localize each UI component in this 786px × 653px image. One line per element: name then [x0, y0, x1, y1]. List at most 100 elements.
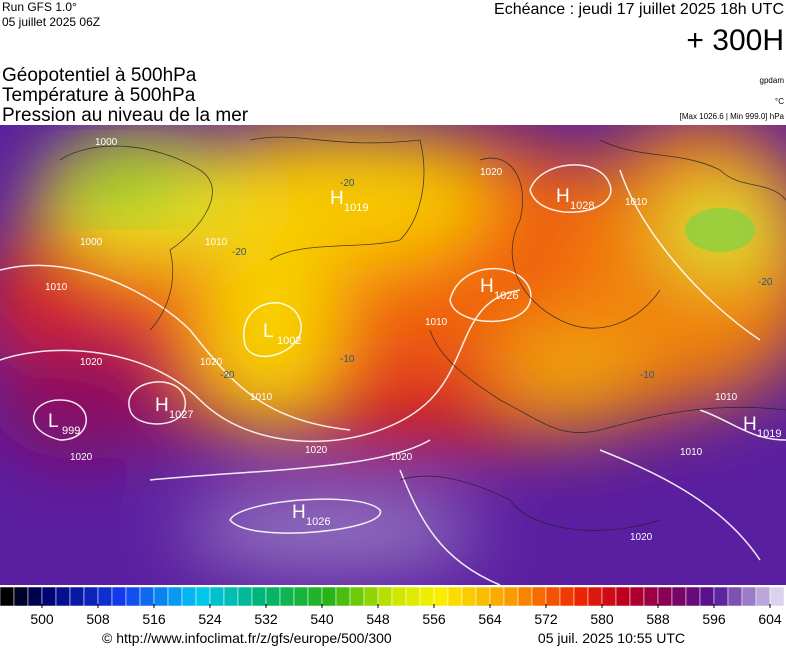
run-date: 05 juillet 2025 06Z: [2, 15, 100, 29]
color-swatch: [13, 586, 29, 607]
color-swatch: [727, 586, 743, 607]
color-swatch: [321, 586, 337, 607]
color-swatch: [643, 586, 659, 607]
center-value: 1028: [570, 200, 594, 212]
color-swatch: [517, 586, 533, 607]
color-swatch: [251, 586, 267, 607]
color-swatch: [503, 586, 519, 607]
center-kind: H: [292, 502, 306, 523]
colorbar-label: 524: [198, 611, 222, 627]
color-swatch: [657, 586, 673, 607]
center-value: 1002: [277, 335, 301, 347]
color-swatch: [349, 586, 365, 607]
color-swatch: [0, 586, 15, 607]
isobar-label: 1020: [200, 357, 223, 368]
isobar-label: 1000: [95, 137, 118, 148]
isobar-label: 1020: [70, 452, 93, 463]
colorbar-label: 564: [478, 611, 502, 627]
isobar-label: 1010: [425, 317, 448, 328]
isobar-label: 1020: [630, 532, 653, 543]
color-swatch: [433, 586, 449, 607]
color-swatch: [377, 586, 393, 607]
color-swatch: [601, 586, 617, 607]
color-swatch: [615, 586, 631, 607]
colorbar-label: 548: [366, 611, 390, 627]
colorbar: 500 508 516 524 532 540 548 556 564 572 580 588 596 6…: [0, 586, 785, 627]
colorbar-label: 588: [646, 611, 670, 627]
isobar-label: 1020: [305, 445, 328, 456]
color-swatch: [391, 586, 407, 607]
color-swatch: [83, 586, 99, 607]
color-swatch: [447, 586, 463, 607]
generated: 05 juil. 2025 10:55 UTC: [538, 630, 685, 646]
center-kind: L: [263, 321, 274, 342]
colorbar-label: 500: [30, 611, 54, 627]
colorbar-label: 532: [254, 611, 278, 627]
color-swatch: [419, 586, 435, 607]
isobar-label: 1010: [45, 282, 68, 293]
center-value: 1019: [757, 428, 781, 440]
colorbar-label: 596: [702, 611, 726, 627]
color-swatch: [209, 586, 225, 607]
center-value: 1026: [306, 516, 330, 528]
center-value: 1027: [169, 409, 193, 421]
unit: [Max 1026.6 | Min 999.0] hPa: [680, 112, 785, 121]
color-swatch: [671, 586, 687, 607]
color-swatch: [489, 586, 505, 607]
color-swatch: [699, 586, 715, 607]
isobar-label: 1010: [250, 392, 273, 403]
color-swatch: [405, 586, 421, 607]
temperature-label: -20: [220, 370, 235, 381]
color-swatch: [139, 586, 155, 607]
color-swatch: [167, 586, 183, 607]
colorbar-label: 572: [534, 611, 558, 627]
isobar-label: 1010: [680, 447, 703, 458]
color-swatch: [769, 586, 785, 607]
color-swatch: [27, 586, 43, 607]
unit: °C: [775, 97, 784, 106]
forecast: Echéance : jeudi 17 juillet 2025 18h UTC: [494, 1, 784, 18]
temperature-label: -10: [340, 354, 355, 365]
color-swatch: [545, 586, 561, 607]
temperature-label: -20: [758, 277, 773, 288]
center-kind: H: [743, 414, 757, 435]
center-kind: H: [330, 188, 344, 209]
color-swatch: [335, 586, 351, 607]
colorbar-label: 516: [142, 611, 166, 627]
color-swatch: [307, 586, 323, 607]
isobar-label: 1010: [715, 392, 738, 403]
color-swatch: [237, 586, 253, 607]
color-swatch: [713, 586, 729, 607]
isobar-label: 1010: [625, 197, 648, 208]
color-swatch: [181, 586, 197, 607]
color-swatch: [125, 586, 141, 607]
color-swatch: [97, 586, 113, 607]
source: © http://www.infoclimat.fr/z/gfs/europe/…: [102, 630, 392, 646]
title-2: Température à 500hPa: [2, 85, 196, 106]
color-swatch: [41, 586, 57, 607]
color-swatch: [69, 586, 85, 607]
center-kind: L: [48, 411, 59, 432]
unit: gpdam: [760, 76, 785, 85]
colorbar-label: 556: [422, 611, 446, 627]
temperature-label: -20: [340, 178, 355, 189]
run: Run GFS 1.0°: [2, 0, 77, 14]
colorbar-label: 540: [310, 611, 334, 627]
center-kind: H: [155, 395, 169, 416]
title-1: Géopotentiel à 500hPa: [2, 65, 197, 86]
color-swatch: [461, 586, 477, 607]
center-kind: H: [480, 276, 494, 297]
color-swatch: [363, 586, 379, 607]
center-kind: H: [556, 186, 570, 207]
color-swatch: [629, 586, 645, 607]
temperature-label: -20: [232, 247, 247, 258]
isobar-label: 1020: [390, 452, 413, 463]
color-swatch: [55, 586, 71, 607]
colorbar-label: 580: [590, 611, 614, 627]
color-swatch: [741, 586, 757, 607]
center-value: 1019: [344, 202, 368, 214]
color-swatch: [223, 586, 239, 607]
color-swatch: [573, 586, 589, 607]
lead-time: + 300H: [686, 24, 784, 57]
color-swatch: [587, 586, 603, 607]
